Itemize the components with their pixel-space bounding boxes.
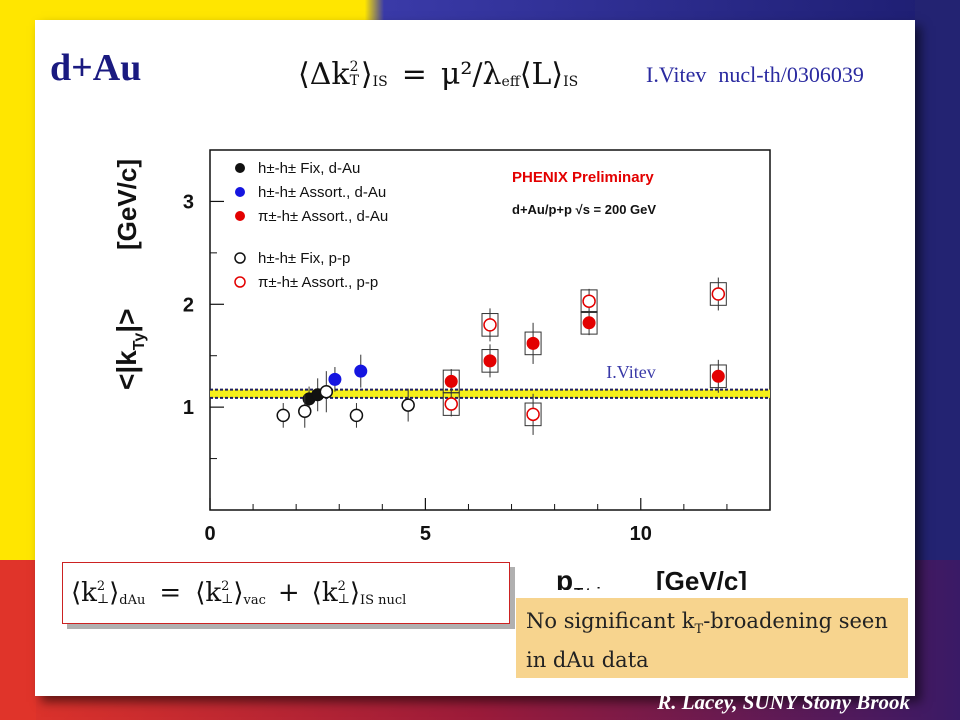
y-axis-label-main: <|k — [111, 350, 142, 390]
label-energy: d+Au/p+p √s = 200 GeV — [512, 202, 656, 217]
s2-syserr-2 — [524, 331, 542, 356]
s2-point-4 — [711, 369, 725, 383]
slide-title: d+Au — [50, 47, 142, 89]
bf-sub-3: ⊥ — [337, 592, 350, 607]
legend-label-1: h±-h± Assort., d-Au — [258, 184, 386, 201]
legend-label-4: π±-h± Assort., p-p — [258, 274, 378, 291]
legend-label-3: h±-h± Fix, p-p — [258, 250, 350, 267]
bf-term1: ⟨k — [71, 578, 97, 608]
band-label: I.Vitev — [606, 362, 655, 382]
formula-lhs-close: ⟩ — [360, 56, 373, 92]
s3-point-3 — [349, 408, 364, 423]
s4-point-2 — [526, 407, 540, 422]
s4-syserr-3 — [580, 289, 598, 314]
kt-chart: 0 5 10 1 2 3 I.Vitev h±-h± Fix, d-Au h±-h± Assor… — [111, 149, 771, 590]
legend-marker-2 — [235, 211, 245, 221]
bf-sub-2: ⊥ — [221, 592, 234, 607]
y-axis-unit: [GeV/c] — [112, 159, 142, 250]
bf-plus: + — [277, 578, 300, 608]
x-tick-label-1: 5 — [420, 523, 431, 545]
y-axis-label-close: |> — [111, 309, 142, 333]
bf-eq: = — [159, 578, 182, 608]
legend-marker-4 — [234, 276, 246, 288]
s2-point-0 — [444, 374, 458, 388]
legend-marker-3 — [234, 252, 246, 264]
reference: I.Vitev nucl-th/0306039 — [646, 62, 864, 88]
s2-syserr-4 — [709, 364, 727, 389]
x-tick-label-0: 0 — [204, 523, 215, 545]
s3-point-4 — [401, 398, 415, 412]
footer-credit: R. Lacey, SUNY Stony Brook — [657, 690, 910, 714]
y-tick-label-1: 2 — [183, 294, 194, 316]
bf-idx-1: dAu — [119, 592, 146, 608]
formula-rhs: μ²/λ — [440, 56, 502, 92]
x-tick-label-2: 10 — [630, 523, 652, 545]
s4-syserr-0 — [442, 392, 460, 416]
formula-lhs-sup: 2 — [349, 59, 359, 75]
legend-label-2: π±-h± Assort., d-Au — [258, 208, 388, 225]
formula-lhs: ⟨Δk — [298, 56, 350, 92]
y-axis-label-sub: Ty — [131, 333, 148, 351]
bf-sup-1: 2 — [96, 579, 106, 594]
bf-close-1: ⟩ — [109, 578, 120, 608]
note-text-before: No significant k — [526, 609, 695, 633]
s2-point-3 — [582, 316, 596, 330]
bf-idx-3: IS nucl — [359, 592, 407, 608]
bf-close-3: ⟩ — [349, 578, 360, 608]
s3-point-1 — [298, 404, 312, 419]
s2-point-1 — [483, 354, 497, 368]
legend-label-0: h±-h± Fix, d-Au — [258, 160, 360, 177]
legend-marker-1 — [235, 187, 245, 197]
y-tick-label-2: 3 — [183, 191, 194, 213]
reference-paper: nucl-th/0306039 — [718, 62, 864, 87]
formula-top: ⟨Δk 2 T ⟩ IS = μ²/λ eff ⟨L⟩ IS — [298, 46, 616, 102]
formula-lhs-sub: T — [349, 73, 359, 89]
formula-eq: = — [401, 56, 427, 92]
theory-band — [210, 389, 770, 398]
bf-term2: ⟨k — [195, 578, 222, 608]
bf-close-2: ⟩ — [233, 578, 244, 608]
s4-syserr-2 — [524, 402, 542, 427]
s4-point-4 — [711, 287, 726, 301]
note-box: No significant kT-broadening seen in dAu… — [516, 598, 908, 678]
legend-marker-0 — [235, 163, 245, 173]
y-tick-label-0: 1 — [183, 397, 194, 419]
x-axis-label: p — [556, 565, 573, 590]
s3-point-2 — [319, 384, 334, 399]
plot-frame — [209, 149, 771, 511]
s3-point-0 — [276, 408, 290, 423]
label-phenix: PHENIX Preliminary — [512, 169, 654, 186]
note-text-after: -broadening seen in dAu data — [526, 609, 888, 673]
s4-syserr-1 — [481, 313, 499, 337]
s2-syserr-1 — [481, 349, 499, 373]
reference-author: I.Vitev — [646, 62, 707, 87]
formula-rhs-idx: IS — [563, 74, 579, 90]
x-axis-unit: [GeV/c] — [656, 566, 747, 590]
bf-term3: ⟨k — [311, 578, 338, 608]
bottom-formula: ⟨k 2 ⊥ ⟩ dAu = ⟨k 2 ⊥ ⟩ vac + ⟨k 2 ⊥ ⟩ IS nucl — [62, 562, 510, 624]
bf-sup-3: 2 — [337, 579, 346, 594]
s4-point-1 — [483, 318, 497, 332]
note-sub: T — [694, 622, 704, 638]
s2-point-2 — [526, 336, 540, 350]
s1-point-0 — [328, 372, 342, 386]
s4-point-0 — [444, 397, 458, 411]
x-axis-label-sub: T,trig — [574, 585, 610, 590]
formula-rhs-sub: eff — [501, 74, 520, 90]
bf-sup-2: 2 — [221, 579, 230, 594]
s4-point-3 — [582, 294, 596, 308]
formula-lhs-idx: IS — [372, 74, 388, 90]
bf-sub-1: ⊥ — [96, 592, 110, 607]
s1-point-1 — [354, 364, 368, 378]
bf-idx-2: vac — [243, 592, 266, 608]
y-axis-label: <|kTy|> — [111, 309, 148, 390]
formula-rhs-l: ⟨L⟩ — [519, 56, 564, 92]
s4-syserr-4 — [709, 282, 727, 306]
